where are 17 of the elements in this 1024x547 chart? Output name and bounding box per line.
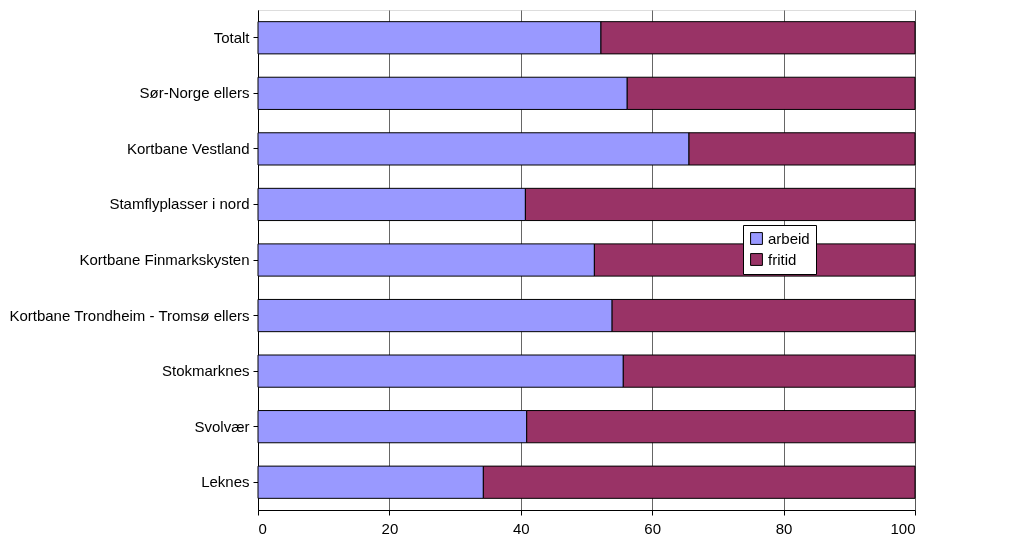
x-tick-label: 0: [258, 519, 267, 537]
legend-label: arbeid: [768, 229, 810, 247]
y-tick-label: Stamflyplasser i nord: [109, 195, 250, 213]
x-tick-label: 20: [381, 519, 399, 537]
x-tick-label: 40: [512, 519, 530, 537]
x-tick-label: 60: [644, 519, 662, 537]
y-tick-label: Leknes: [201, 473, 250, 491]
legend-label: fritid: [768, 250, 797, 268]
y-tick-label: Sør-Norge ellers: [139, 84, 250, 102]
y-tick-label: Kortbane Vestland: [126, 139, 250, 157]
y-tick-label: Kortbane Finmarkskysten: [79, 251, 250, 268]
x-tick-label: 80: [775, 519, 793, 537]
y-tick-label: Kortbane Trondheim - Tromsø ellers: [9, 306, 250, 324]
y-tick-label: Stokmarknes: [161, 362, 250, 380]
y-tick-label: Totalt: [213, 28, 251, 46]
x-tick-label: 100: [890, 519, 916, 537]
y-tick-label: Svolvær: [194, 417, 250, 435]
